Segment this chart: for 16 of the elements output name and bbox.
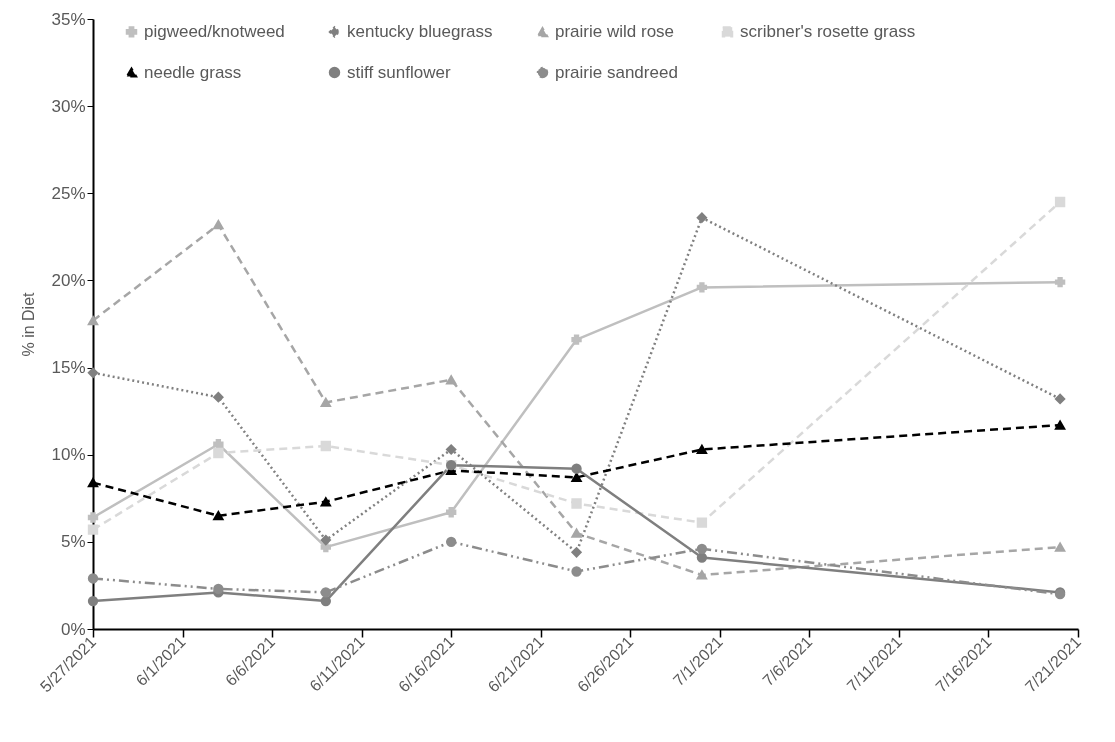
legend-label: scribner's rosette grass xyxy=(740,21,916,41)
y-tick-label: 35% xyxy=(51,9,86,29)
y-tick-label: 0% xyxy=(60,619,86,639)
y-tick-label: 10% xyxy=(51,445,86,465)
legend-label: needle grass xyxy=(144,62,242,82)
y-tick-label: 5% xyxy=(60,532,86,552)
y-axis-title: % in Diet xyxy=(20,291,38,357)
legend-label: kentucky bluegrass xyxy=(347,21,493,41)
legend-label: stiff sunflower xyxy=(347,62,451,82)
y-tick-label: 30% xyxy=(51,96,86,116)
y-tick-label: 25% xyxy=(51,183,86,203)
y-tick-label: 20% xyxy=(51,270,86,290)
legend-label: prairie sandreed xyxy=(555,62,678,82)
legend-label: pigweed/knotweed xyxy=(144,21,285,41)
legend-label: prairie wild rose xyxy=(555,22,675,42)
y-tick-label: 15% xyxy=(51,358,86,378)
